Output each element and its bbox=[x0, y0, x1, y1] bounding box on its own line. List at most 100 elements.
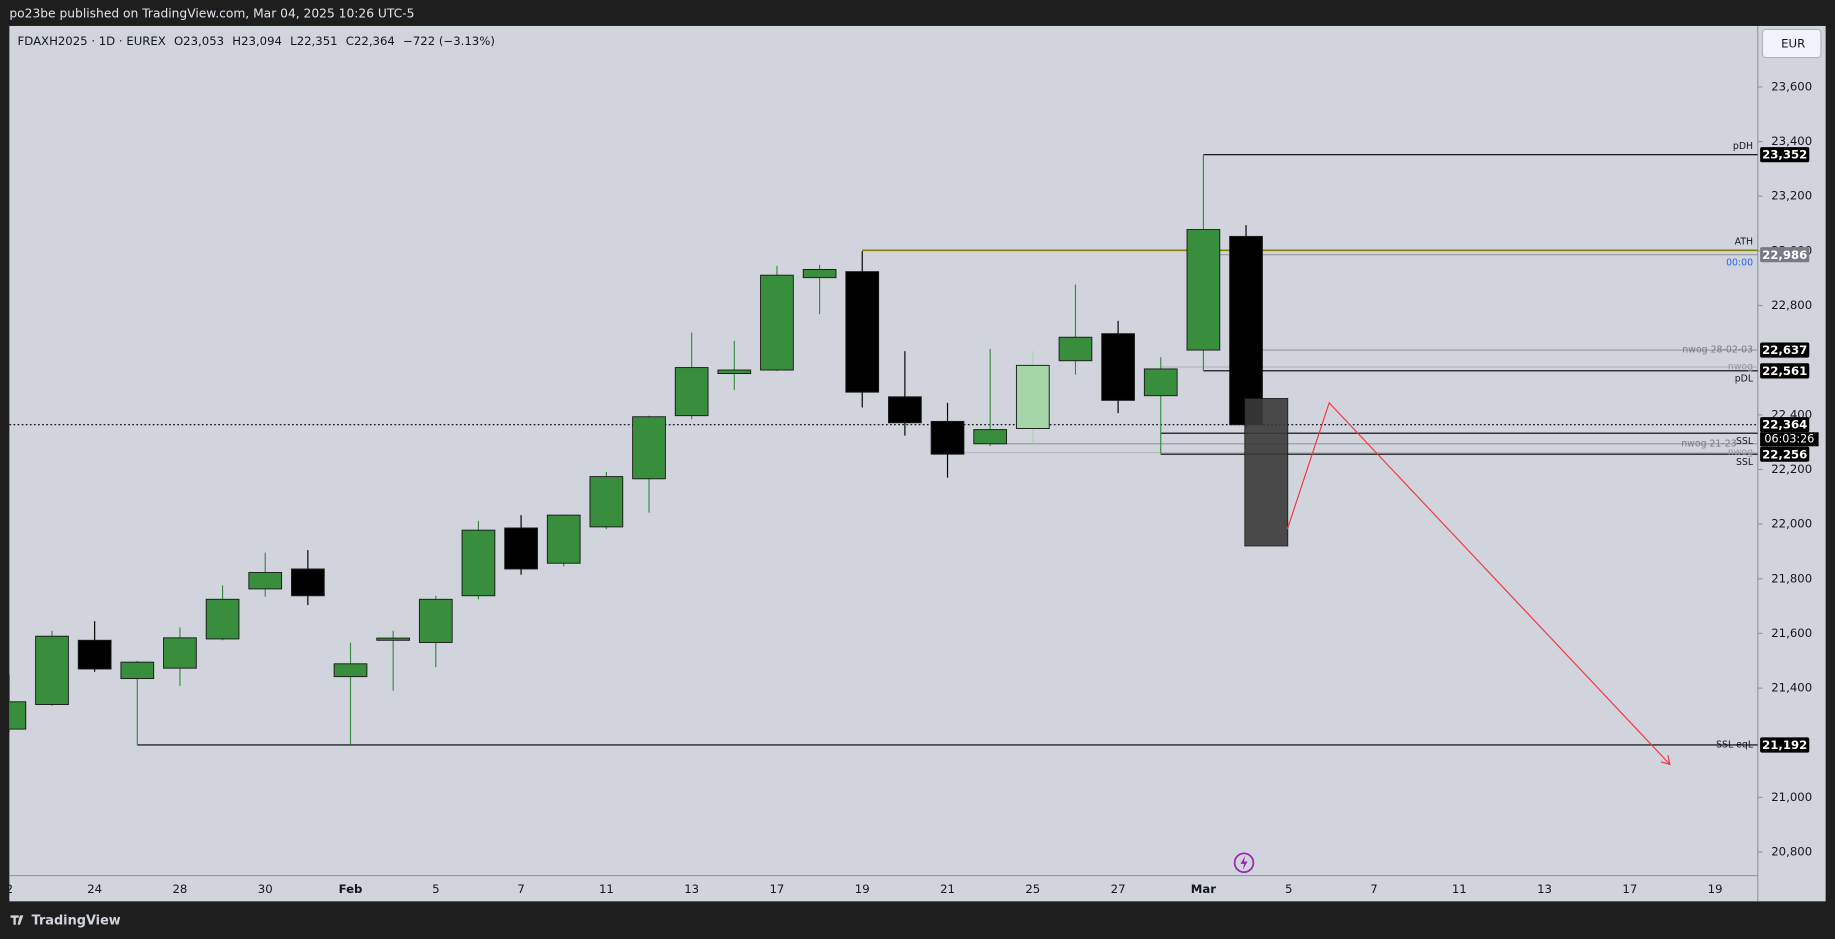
legend-key: H bbox=[232, 34, 241, 48]
y-tick-label: 23,200 bbox=[1771, 189, 1812, 203]
candle-body bbox=[589, 476, 624, 528]
candle-body bbox=[1058, 336, 1093, 362]
x-tick-label: 5 bbox=[1285, 882, 1292, 896]
price-tag bbox=[1760, 247, 1810, 263]
x-tick-label: 17 bbox=[770, 882, 785, 896]
candle-body bbox=[376, 637, 411, 641]
x-tick-label: 19 bbox=[855, 882, 870, 896]
price-tag bbox=[1760, 147, 1810, 163]
y-tick-label: 22,800 bbox=[1771, 298, 1812, 312]
legend-change: −722 (−3.13%) bbox=[403, 34, 495, 48]
price-tag bbox=[1760, 342, 1810, 358]
x-tick-label: 21 bbox=[940, 882, 955, 896]
currency-button[interactable] bbox=[1761, 28, 1822, 59]
alert-bolt bbox=[1240, 855, 1248, 870]
currency: EUR bbox=[1781, 37, 1805, 51]
price-tag-label: 23,352 bbox=[1762, 148, 1807, 162]
legend: FDAXH2025 · 1D · EUREX O23,053 H23,094 L22,… bbox=[18, 34, 495, 48]
x-tick-label: 19 bbox=[1708, 882, 1723, 896]
candle-body bbox=[760, 274, 794, 371]
price-tag-label: 22,256 bbox=[1762, 447, 1807, 461]
price-tag-label: 22,637 bbox=[1762, 343, 1807, 357]
price-tag bbox=[1760, 363, 1810, 379]
y-tick-label: 21,400 bbox=[1771, 681, 1812, 695]
x-tick-label: 7 bbox=[517, 882, 524, 896]
x-tick-label: 5 bbox=[432, 882, 439, 896]
x-tick-label: Feb bbox=[339, 882, 363, 896]
price-tag-label: 22,364 bbox=[1762, 418, 1807, 432]
x-tick-label: 17 bbox=[1622, 882, 1637, 896]
x-tick-label: 24 bbox=[87, 882, 102, 896]
countdown-tag bbox=[1760, 432, 1819, 447]
plot bbox=[9, 154, 1758, 766]
candle-body bbox=[674, 367, 709, 417]
candle-body bbox=[632, 416, 666, 480]
x-tick-label: 13 bbox=[684, 882, 699, 896]
legend-value: 22,364 bbox=[354, 34, 395, 48]
candle-body bbox=[546, 514, 581, 564]
level-label: nwog bbox=[1728, 447, 1753, 458]
level-label: ATH bbox=[1735, 237, 1753, 248]
level-label: SSL bbox=[1736, 457, 1754, 468]
level-label: nwog 21-23 bbox=[1681, 438, 1736, 449]
x-tick-label: 27 bbox=[1111, 882, 1126, 896]
legend-key: C bbox=[346, 34, 354, 48]
x-tick-label: 11 bbox=[1452, 882, 1467, 896]
legend-symbol: FDAXH2025 · 1D · EUREX bbox=[18, 34, 166, 48]
candle-body bbox=[1143, 368, 1178, 397]
brand-logo bbox=[10, 915, 24, 925]
x-tick-label: Mar bbox=[1191, 882, 1217, 896]
brand: TradingView bbox=[10, 914, 121, 929]
chart-area bbox=[9, 25, 1826, 902]
legend-key: O bbox=[174, 34, 183, 48]
y-tick-label: 22,000 bbox=[1771, 517, 1812, 531]
legend-value: 22,351 bbox=[297, 34, 338, 48]
level-label: nwog 28-02-03 bbox=[1682, 345, 1753, 356]
candle-body bbox=[120, 661, 155, 680]
y-tick-label: 21,000 bbox=[1771, 790, 1812, 804]
projection-box bbox=[1244, 398, 1289, 547]
level-label: nwog bbox=[1728, 362, 1753, 373]
candle-body bbox=[717, 369, 752, 375]
level-label: SSL eqL bbox=[1716, 739, 1754, 750]
y-tick-label: 23,600 bbox=[1771, 79, 1812, 93]
level-label: SSL bbox=[1736, 436, 1754, 447]
x-tick-label: 28 bbox=[173, 882, 188, 896]
x-tick-label: 25 bbox=[1025, 882, 1040, 896]
candle-body bbox=[205, 598, 240, 640]
candle-body bbox=[418, 598, 453, 643]
candle-body bbox=[1229, 235, 1263, 426]
x-tick-label: 2 bbox=[6, 882, 13, 896]
countdown-label: 06:03:26 bbox=[1764, 432, 1814, 445]
price-tag bbox=[1760, 417, 1810, 433]
level-label: 00:00 bbox=[1726, 257, 1753, 268]
candle-body bbox=[461, 529, 496, 597]
candle-body bbox=[930, 420, 965, 455]
price-tag bbox=[1760, 446, 1810, 462]
alert-icon[interactable] bbox=[1233, 852, 1255, 873]
brand-name: TradingView bbox=[32, 914, 121, 929]
candle-body bbox=[35, 635, 69, 705]
alert-circle bbox=[1233, 852, 1255, 873]
legend-key: L bbox=[290, 34, 297, 48]
legend-value: 23,094 bbox=[241, 34, 282, 48]
y-tick-label: 23,400 bbox=[1771, 134, 1812, 148]
candle-body bbox=[888, 396, 922, 424]
candle-body bbox=[973, 429, 1008, 445]
y-tick-label: 21,600 bbox=[1771, 626, 1812, 640]
price-tag bbox=[1760, 737, 1810, 753]
x-tick-label: 30 bbox=[258, 882, 273, 896]
price-tag-label: 22,561 bbox=[1762, 364, 1807, 378]
candle-body bbox=[9, 701, 27, 730]
candle-body bbox=[802, 268, 837, 279]
candle-body bbox=[504, 527, 538, 570]
price-tag-label: 21,192 bbox=[1762, 738, 1807, 752]
candle-body bbox=[291, 568, 325, 597]
y-tick-label: 22,200 bbox=[1771, 462, 1812, 476]
projection-arrow bbox=[1286, 401, 1671, 765]
candle-body bbox=[248, 572, 283, 590]
level-label: pDL bbox=[1735, 374, 1754, 385]
candle-body bbox=[845, 271, 880, 393]
